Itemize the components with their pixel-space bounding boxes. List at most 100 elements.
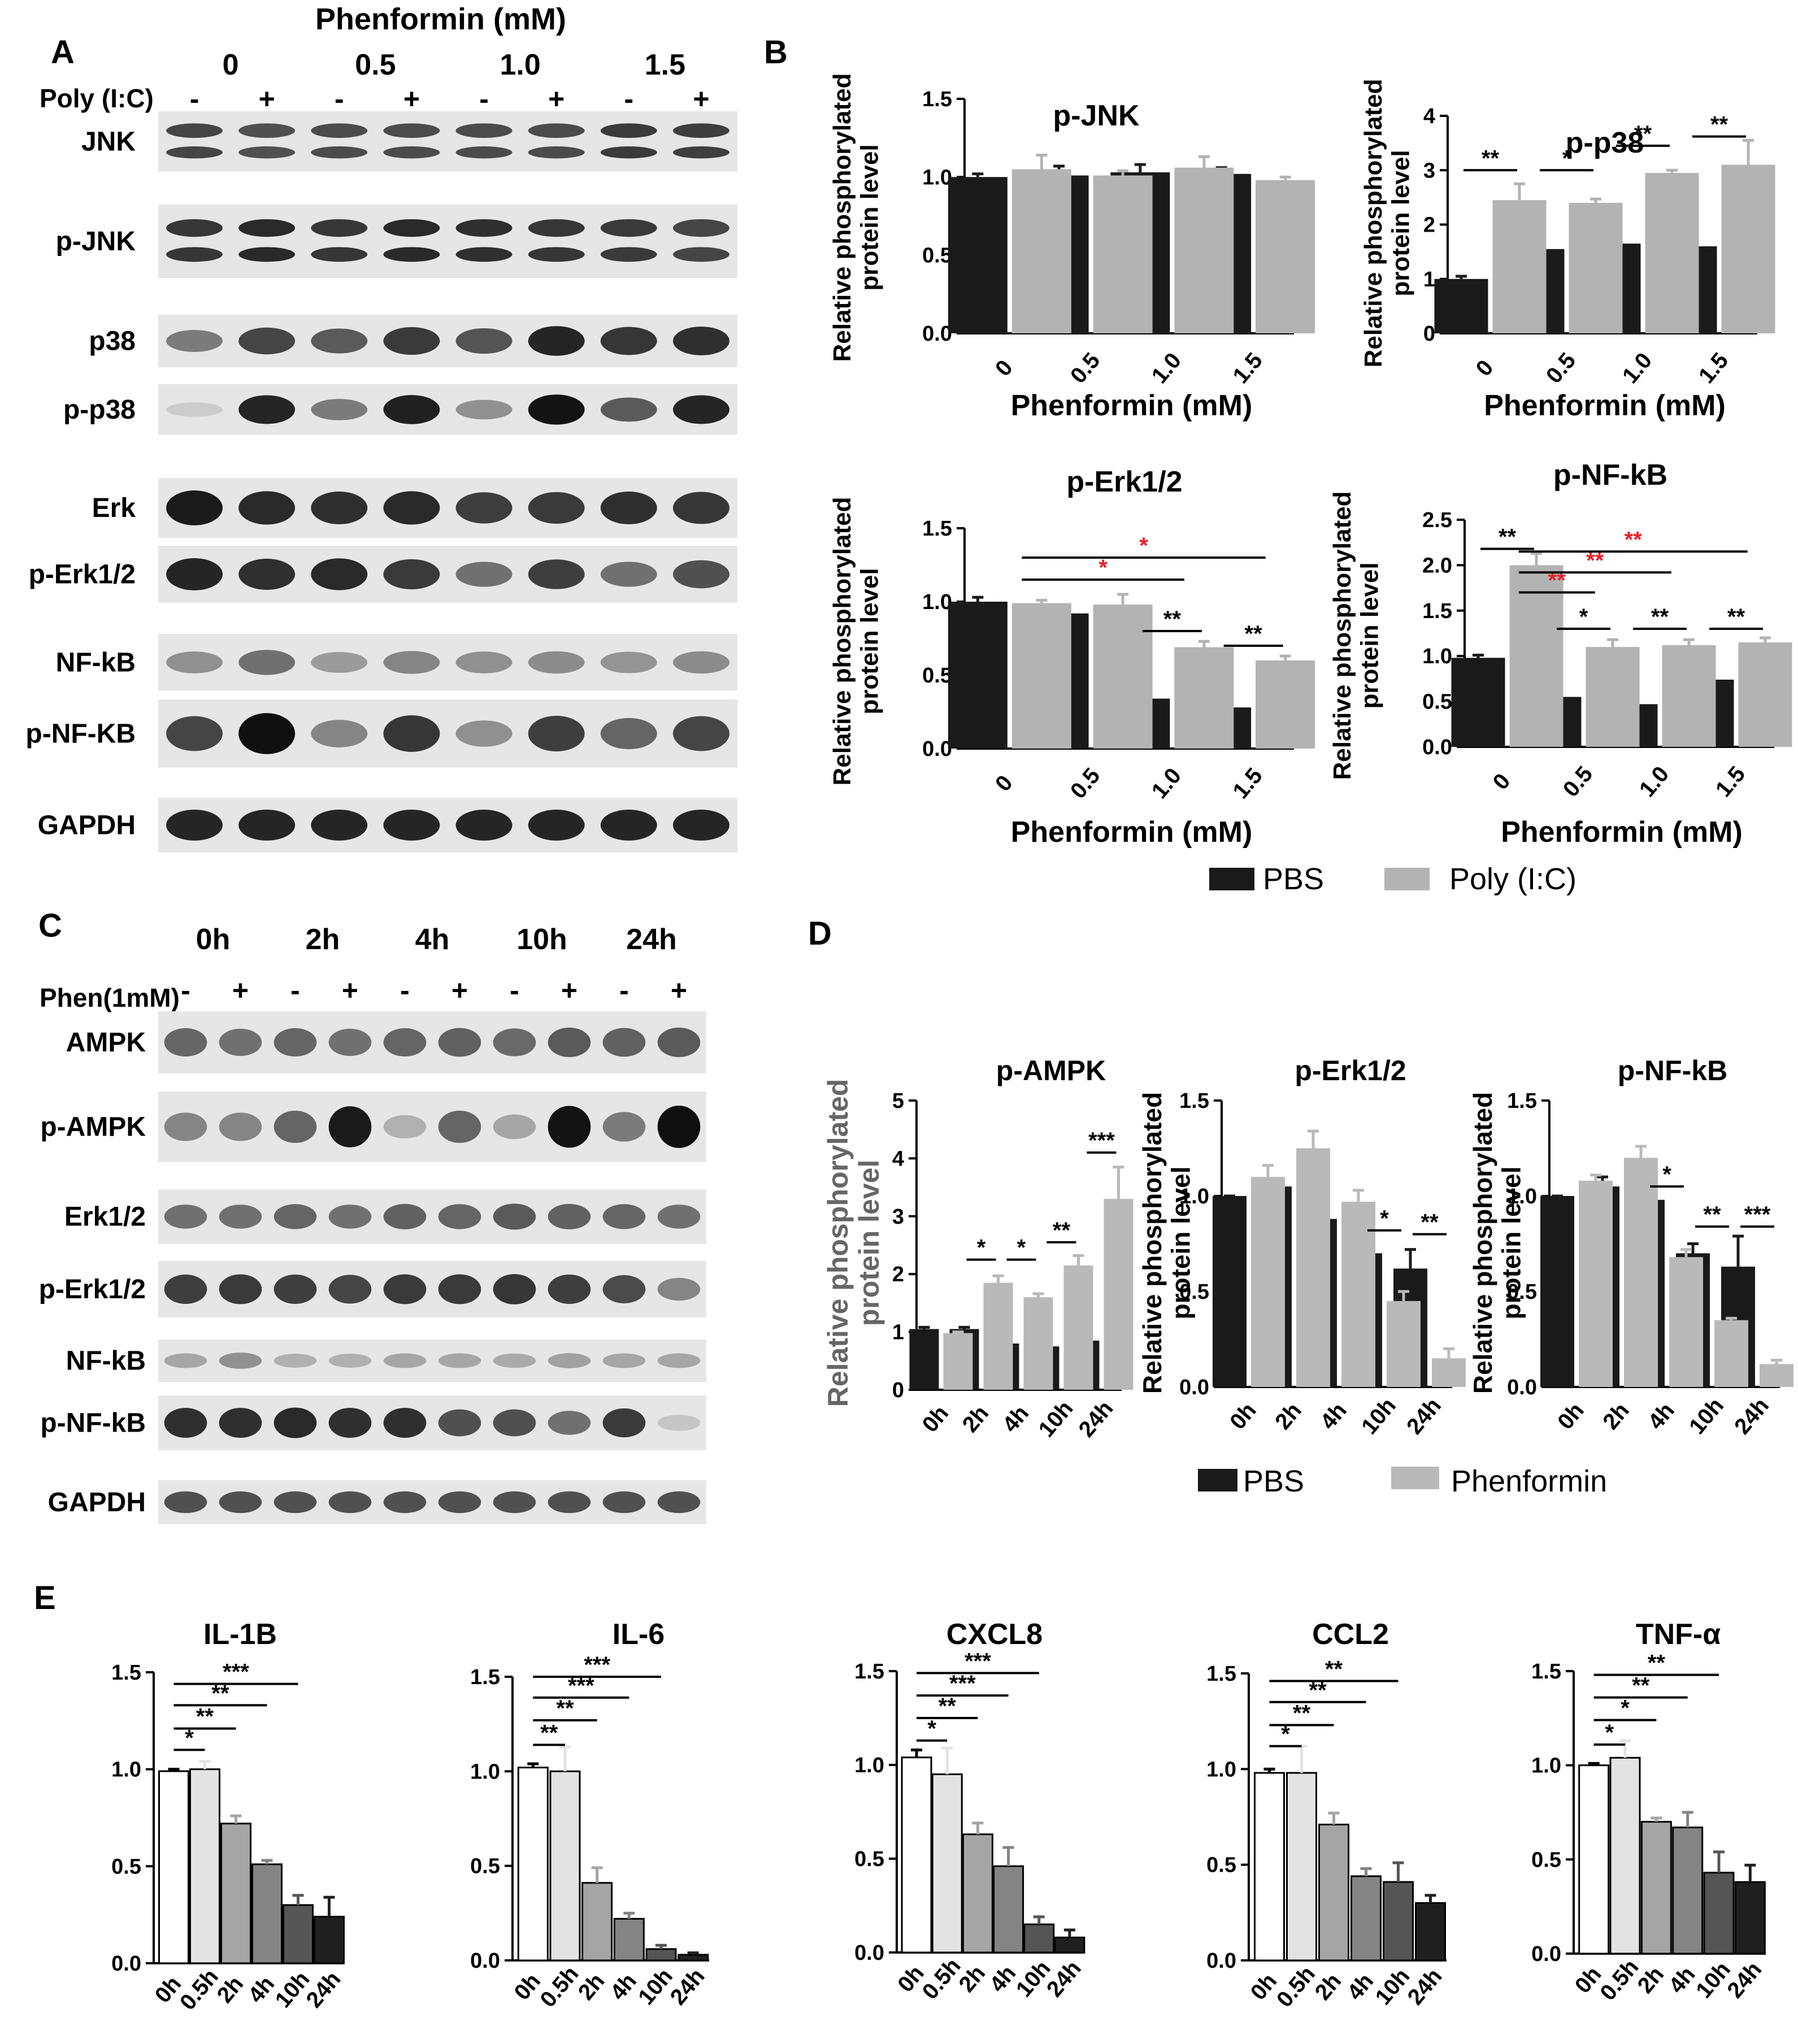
blot-band [164, 1408, 207, 1438]
y-axis-label: Relative phosphorylatedprotein level [1328, 491, 1383, 780]
significance-mark: *** [1744, 1202, 1771, 1227]
x-tick-label: 1.0 [1147, 763, 1186, 803]
x-tick-label: 4h [1643, 1398, 1679, 1434]
blot-band [166, 490, 223, 525]
bar-treated [1251, 1177, 1285, 1387]
chart-4: p-AMPK 0 1 2 3 4 5 Relative phosphorylatedprote… [822, 1055, 1133, 1442]
blot-band [600, 651, 657, 673]
bar-treated [1296, 1148, 1330, 1387]
blot-band [493, 1203, 536, 1230]
blot-band [166, 146, 223, 159]
bar-treated [1023, 1297, 1053, 1390]
group-label: 10h [516, 923, 567, 956]
y-axis-label: Relative phosphorylatedprotein level [1137, 1092, 1196, 1394]
bar-treated [1063, 1265, 1093, 1390]
blot-band [238, 558, 296, 590]
y-tick-label: 0.5 [1422, 690, 1452, 714]
y-axis-label-line2: protein level [1356, 562, 1383, 708]
x-tick-label: 24h [1403, 1964, 1447, 2010]
lane-sign: - [510, 975, 519, 1006]
y-axis-label-line1: Relative phosphorylated [1468, 1092, 1497, 1394]
y-tick-label: 1 [892, 1321, 904, 1345]
blot-band [455, 219, 513, 237]
blot-band [600, 327, 657, 355]
western-blot-a: - + - + - + - +0 0.5 1.0 1.5 JNK p-JNK p38 p-p38 Erk p-E… [25, 49, 737, 853]
y-tick-label: 1.5 [854, 1660, 884, 1684]
y-tick-label: 3 [1423, 159, 1435, 182]
bar [1023, 1923, 1055, 1954]
blot-band [219, 1352, 262, 1369]
significance-mark: ** [1625, 527, 1643, 552]
chart-title: p-p38 [1566, 127, 1644, 159]
blot-band [328, 1028, 372, 1056]
blot-row-label: p-Erk1/2 [29, 560, 136, 590]
blot-band [455, 810, 513, 841]
blot-row-label: p-JNK [56, 227, 136, 256]
blot-band [493, 1353, 536, 1368]
significance-mark: *** [965, 1649, 991, 1673]
y-tick-label: 0.5 [922, 244, 952, 268]
group-label: 0h [196, 923, 231, 956]
y-tick-label: 4 [892, 1147, 904, 1171]
panel-label-e: E [34, 1580, 56, 1616]
bar-treated [1011, 603, 1071, 749]
significance-mark: ** [1325, 1657, 1343, 1682]
blot-band [657, 1353, 701, 1368]
x-tick-label: 0 [1471, 355, 1499, 381]
significance-mark: ** [1245, 621, 1263, 646]
blot-band [219, 1491, 262, 1514]
blot-band [455, 651, 513, 673]
chart-title: IL-1B [203, 1618, 277, 1651]
x-tick-label: 0 [1488, 769, 1515, 794]
blot-band [166, 329, 223, 353]
x-tick-label: 1.0 [1147, 348, 1186, 388]
significance-mark: ** [1293, 1701, 1311, 1725]
chart-3: p-NF-kB 0.0 0.5 1.0 1.5 2.0 2.5 Relative phosph… [1328, 459, 1792, 849]
significance-mark: ** [1421, 1210, 1439, 1235]
blot-band [383, 123, 440, 138]
chart-title: p-Erk1/2 [1295, 1055, 1406, 1086]
y-tick-label: 1.5 [1422, 599, 1452, 623]
chart-title: CCL2 [1312, 1618, 1389, 1651]
blot-band [438, 1028, 481, 1057]
x-tick-label: 2h [1598, 1398, 1634, 1434]
bar-treated [1104, 1199, 1133, 1390]
x-tick-label: 4h [998, 1401, 1034, 1437]
blot-row-label: NF-kB [66, 1346, 146, 1376]
significance-mark: *** [223, 1660, 249, 1685]
blot-band [238, 327, 296, 355]
y-tick-label: 1.0 [111, 1758, 141, 1782]
chart-title: p-Erk1/2 [1066, 466, 1182, 498]
y-tick-label: 1.5 [470, 1665, 500, 1689]
significance-mark: ** [1651, 604, 1669, 629]
blot-band [455, 562, 513, 587]
blot-band [438, 1274, 481, 1304]
blot-band [311, 123, 368, 138]
y-tick-label: 1.5 [922, 517, 952, 541]
bar-treated [1093, 175, 1153, 333]
panel-c-treatment-label: Phen(1mM) [40, 983, 180, 1012]
blot-band [455, 328, 513, 354]
blot-band [493, 1491, 536, 1514]
y-tick-label: 0.5 [111, 1855, 141, 1878]
blot-band [493, 1028, 536, 1056]
significance-mark: ** [211, 1681, 229, 1706]
blot-band [672, 492, 729, 524]
lane-sign: + [451, 975, 468, 1006]
blot-band [455, 146, 513, 159]
panel-label-d: D [808, 915, 832, 952]
y-tick-label: 0.0 [1422, 736, 1452, 759]
blot-band [166, 558, 223, 590]
chart-title: p-JNK [1053, 99, 1140, 132]
legend-d: PBS Phenformin [1198, 1464, 1607, 1498]
x-tick-label: 0.5 [1066, 763, 1105, 803]
blot-row-label: JNK [81, 127, 136, 157]
significance-mark: *** [949, 1671, 976, 1696]
bar-treated [1509, 565, 1564, 747]
blot-band [383, 1353, 427, 1368]
lane-sign: + [232, 975, 249, 1006]
y-tick-label: 0.5 [854, 1847, 884, 1871]
y-tick-label: 0 [1423, 322, 1435, 346]
